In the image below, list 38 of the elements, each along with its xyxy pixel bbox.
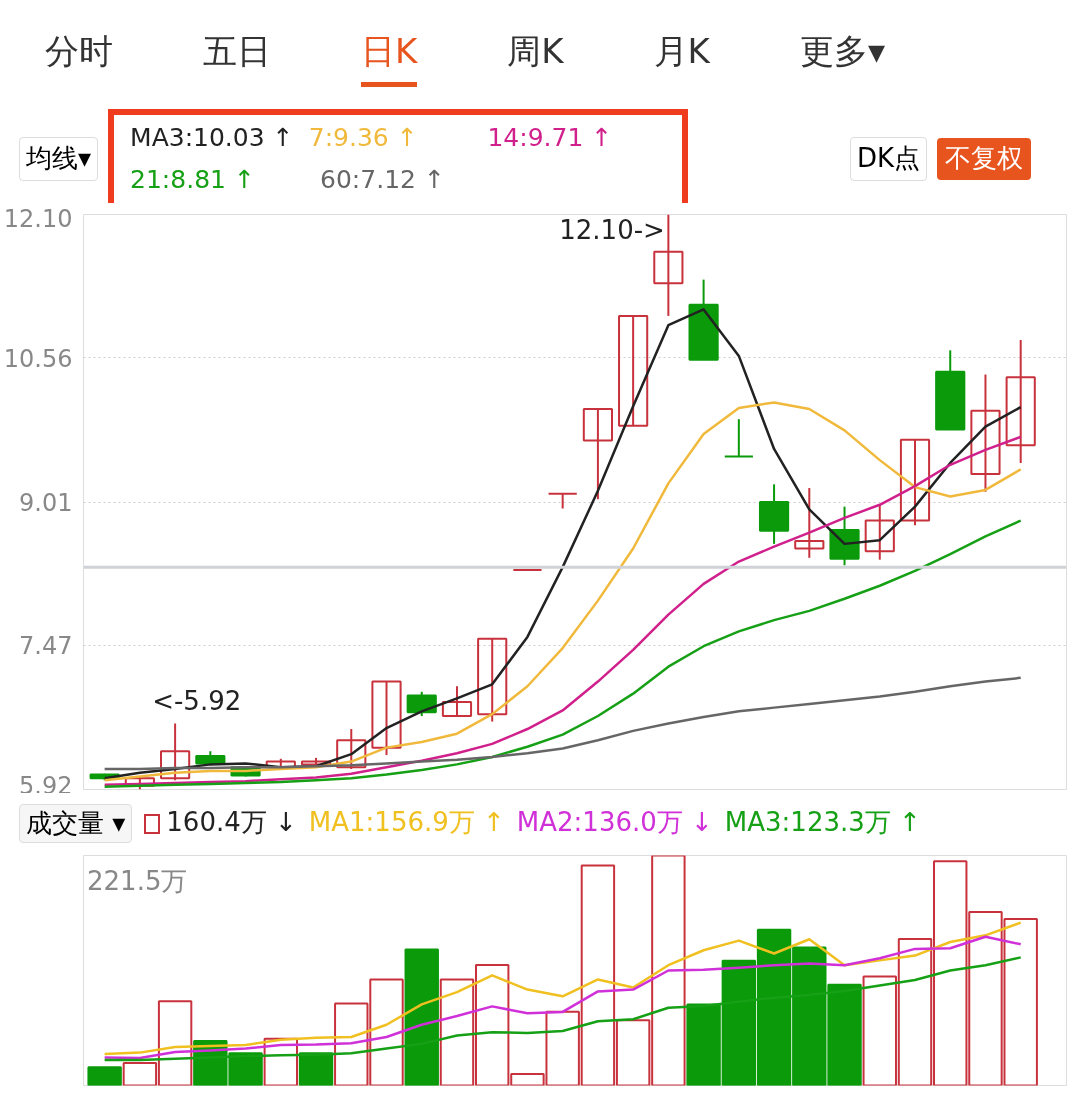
candlestick [864,503,895,561]
y-tick-label: 12.10 [3,204,73,233]
text: 均线▾ [19,137,99,181]
y-tick-label: 7.47 [19,632,73,661]
text: 分时 [45,30,113,73]
candlestick [160,722,191,782]
text: MA3:123.3万 ↑ [724,806,921,839]
candlestick [618,314,649,427]
y-tick-label: 9.01 [19,489,73,517]
text: 成交量 ▾ [19,804,133,844]
candlestick [547,492,578,510]
candlestick [371,680,402,757]
text: MA1:156.9万 ↑ [308,806,505,839]
candlestick [1005,339,1036,464]
text: 不复权 [937,138,1031,180]
legend-label: 160.4万 ↓ [165,806,297,839]
candlestick [723,418,754,458]
text: MA2:136.0万 ↓ [516,806,713,839]
text: 月K [653,30,710,73]
line-series [103,308,1022,780]
candlestick [336,728,367,771]
candlestick [477,637,508,723]
y-tick-label: 10.56 [3,344,73,373]
text: 五日 [203,30,271,73]
annotation: <-5.92 [152,685,242,716]
text: DK点 [849,137,927,181]
annotation: 221.5万 [87,865,188,896]
candlestick [899,438,931,527]
bar [87,1066,122,1086]
candlestick [441,685,473,717]
y-tick-label: 5.92 [19,771,73,800]
text: 周K [507,30,564,73]
annotation: 12.10-> [559,214,665,245]
candlestick [970,373,1001,493]
candlestick [582,407,613,501]
text: 更多▾ [799,30,885,73]
candlestick [794,487,825,559]
text: 日K [361,27,418,87]
